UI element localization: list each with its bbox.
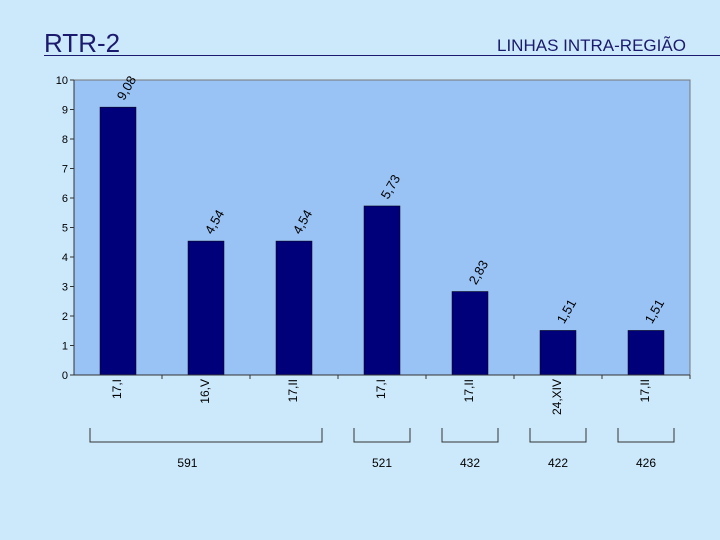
bar (451, 291, 489, 376)
y-tick-label: 7 (62, 164, 68, 176)
bar (99, 106, 137, 376)
y-tick-label: 1 (62, 341, 68, 353)
category-label: 24,XIV (550, 379, 564, 415)
group-label: 426 (636, 456, 656, 470)
group-bracket (529, 428, 587, 443)
y-tick-label: 3 (62, 282, 68, 294)
y-tick-label: 8 (62, 134, 68, 146)
bar (187, 240, 225, 376)
chart-title: RTR-2 (44, 28, 121, 58)
title-underline (44, 55, 720, 56)
category-label: 17,I (374, 379, 388, 399)
bar (539, 330, 577, 376)
group-bracket (353, 428, 411, 443)
group-label: 521 (372, 456, 392, 470)
bar (275, 240, 313, 376)
bar (363, 205, 401, 376)
y-tick-label: 2 (62, 311, 68, 323)
category-label: 17,II (286, 379, 300, 402)
group-label: 422 (548, 456, 568, 470)
group-bracket (617, 428, 675, 443)
category-label: 16,V (198, 379, 212, 404)
group-label: 432 (460, 456, 480, 470)
group-bracket (89, 428, 323, 443)
y-tick-label: 4 (62, 252, 68, 264)
bar (627, 330, 665, 376)
category-label: 17,I (110, 379, 124, 399)
y-tick-label: 9 (62, 105, 68, 117)
y-tick-label: 10 (56, 75, 68, 87)
group-label: 591 (177, 456, 197, 470)
category-label: 17,II (462, 379, 476, 402)
group-bracket (441, 428, 499, 443)
chart-subtitle: LINHAS INTRA-REGIÃO (497, 36, 686, 55)
category-label: 17,II (638, 379, 652, 402)
y-tick-label: 6 (62, 193, 68, 205)
y-tick-label: 0 (62, 370, 68, 382)
y-tick-label: 5 (62, 223, 68, 235)
